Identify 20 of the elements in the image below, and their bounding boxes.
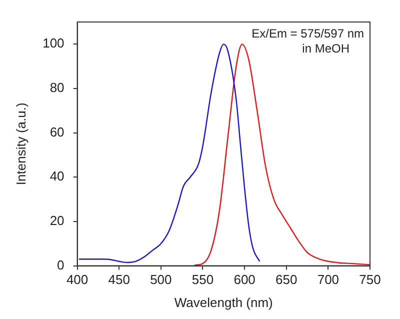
line-series xyxy=(194,44,371,266)
x-tick-label: 650 xyxy=(276,272,298,288)
x-tick-label: 400 xyxy=(66,272,88,288)
x-tick-label: 500 xyxy=(150,272,172,288)
y-tick-label: 40 xyxy=(50,168,64,184)
y-tick-label: 100 xyxy=(42,36,64,51)
annotation: Ex/Em = 575/597 nm xyxy=(252,26,364,40)
y-tick-label: 0 xyxy=(57,257,64,272)
line-series xyxy=(78,44,260,264)
x-tick-label: 700 xyxy=(317,272,340,288)
x-tick-label: 550 xyxy=(192,272,214,288)
y-axis-title: Intensity (a.u.) xyxy=(13,102,28,186)
y-tick-label: 20 xyxy=(50,213,64,228)
x-tick-label: 750 xyxy=(359,272,381,288)
x-tick-label: 600 xyxy=(234,272,256,288)
x-axis-title: Wavelength (nm) xyxy=(174,294,273,310)
x-tick-label: 450 xyxy=(108,272,130,288)
annotation: in MeOH xyxy=(302,41,350,56)
y-tick-label: 60 xyxy=(50,124,64,140)
y-tick-label: 80 xyxy=(50,80,64,96)
